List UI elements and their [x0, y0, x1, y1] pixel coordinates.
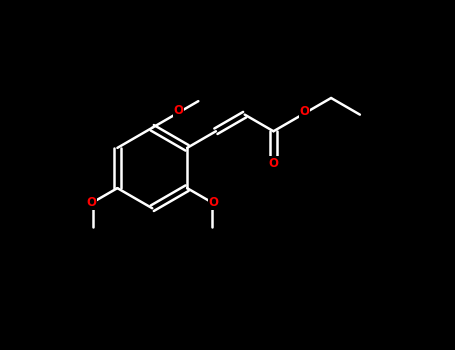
Text: O: O	[86, 196, 96, 209]
Text: O: O	[209, 196, 219, 209]
Text: O: O	[268, 157, 278, 170]
Text: O: O	[299, 105, 309, 118]
Text: O: O	[173, 104, 183, 117]
